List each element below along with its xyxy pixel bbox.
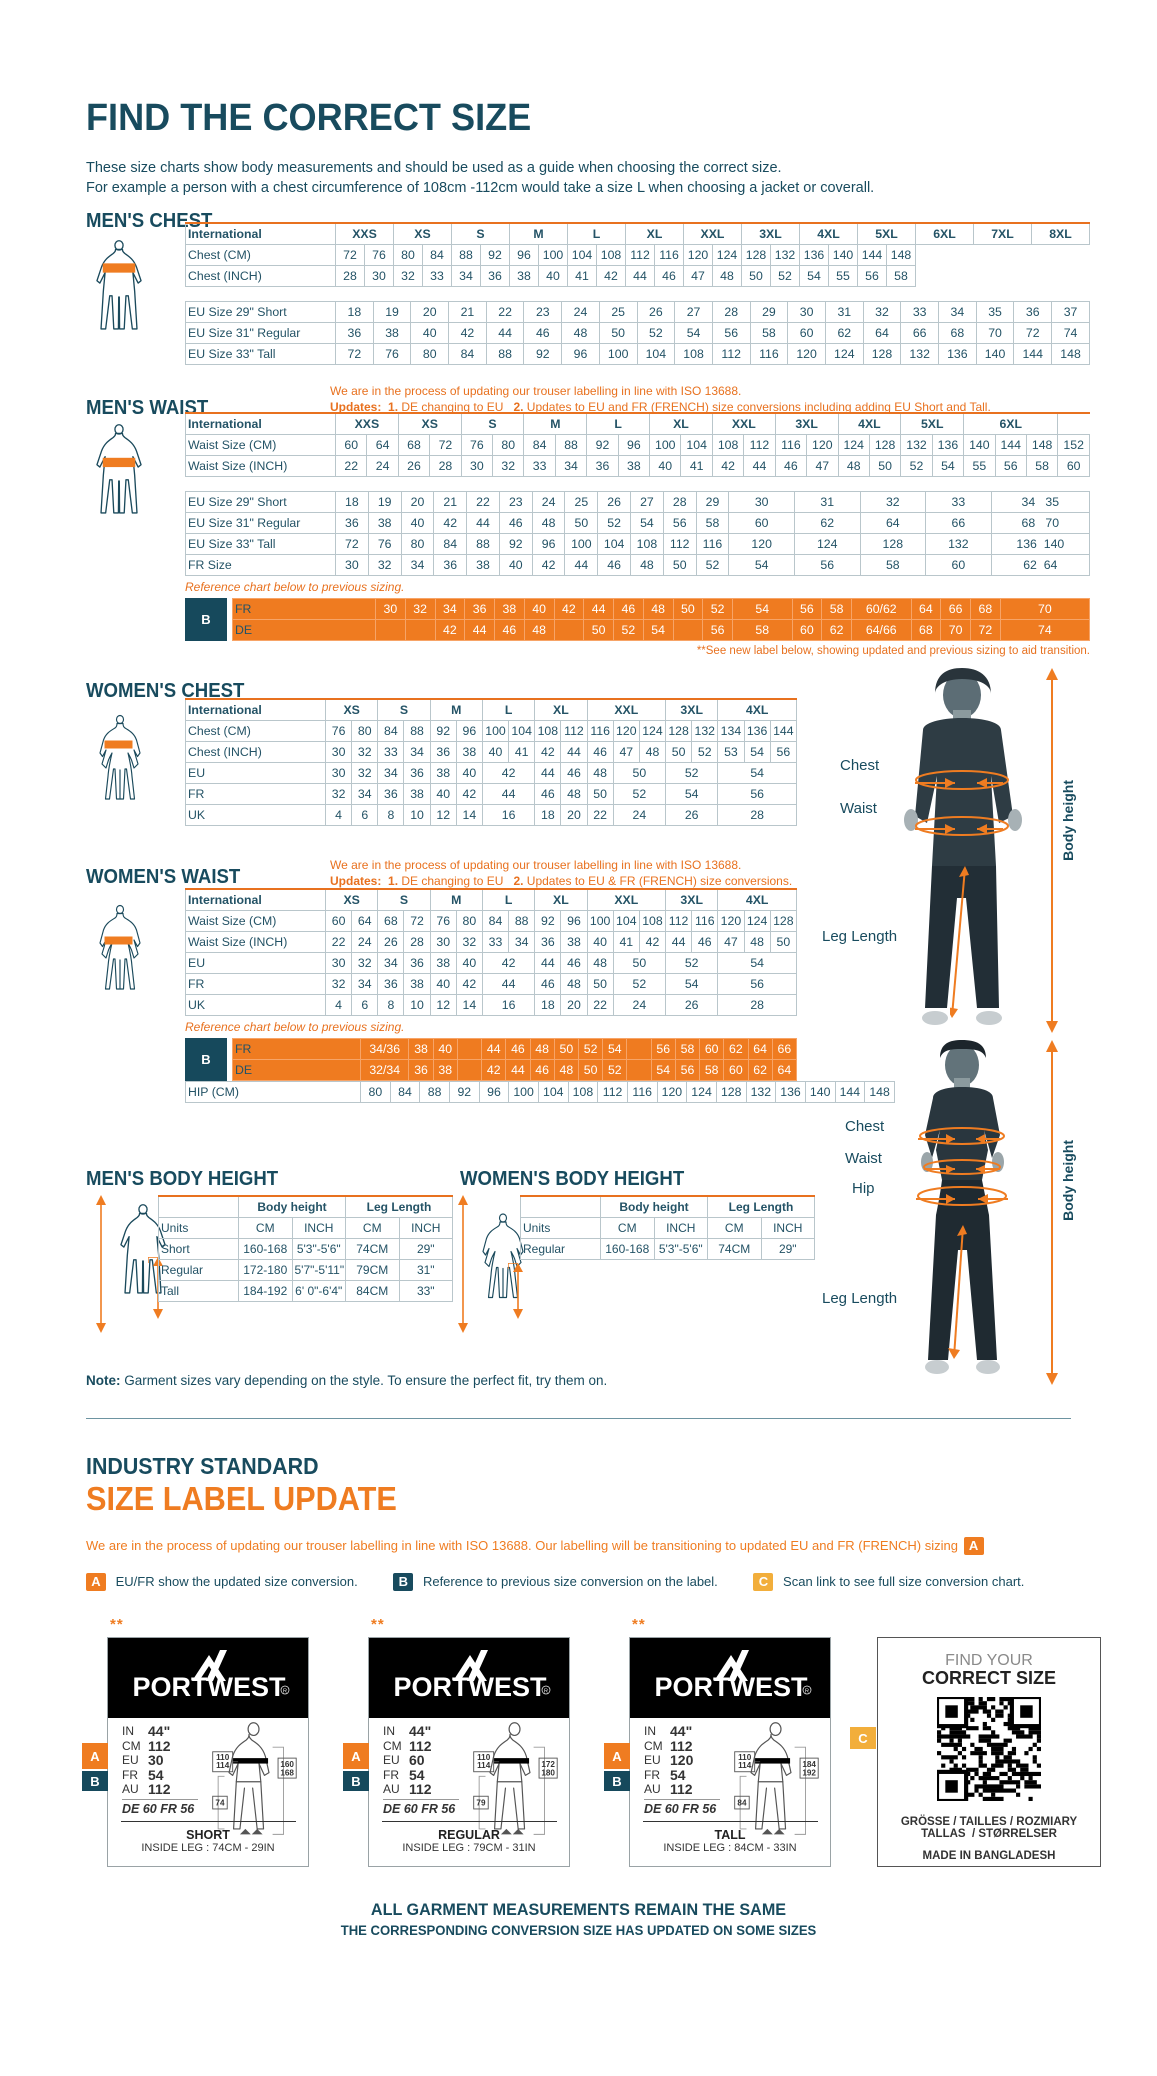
svg-text:R: R (544, 1689, 548, 1695)
svg-text:114: 114 (738, 1761, 752, 1770)
svg-text:74: 74 (215, 1798, 225, 1807)
svg-text:168: 168 (280, 1768, 294, 1777)
svg-text:114: 114 (477, 1761, 491, 1770)
svg-text:84: 84 (737, 1798, 747, 1807)
svg-text:192: 192 (802, 1768, 816, 1777)
svg-text:79: 79 (476, 1798, 486, 1807)
svg-text:R: R (805, 1689, 809, 1695)
svg-text:180: 180 (541, 1768, 555, 1777)
svg-text:114: 114 (216, 1761, 230, 1770)
svg-text:R: R (283, 1689, 287, 1695)
